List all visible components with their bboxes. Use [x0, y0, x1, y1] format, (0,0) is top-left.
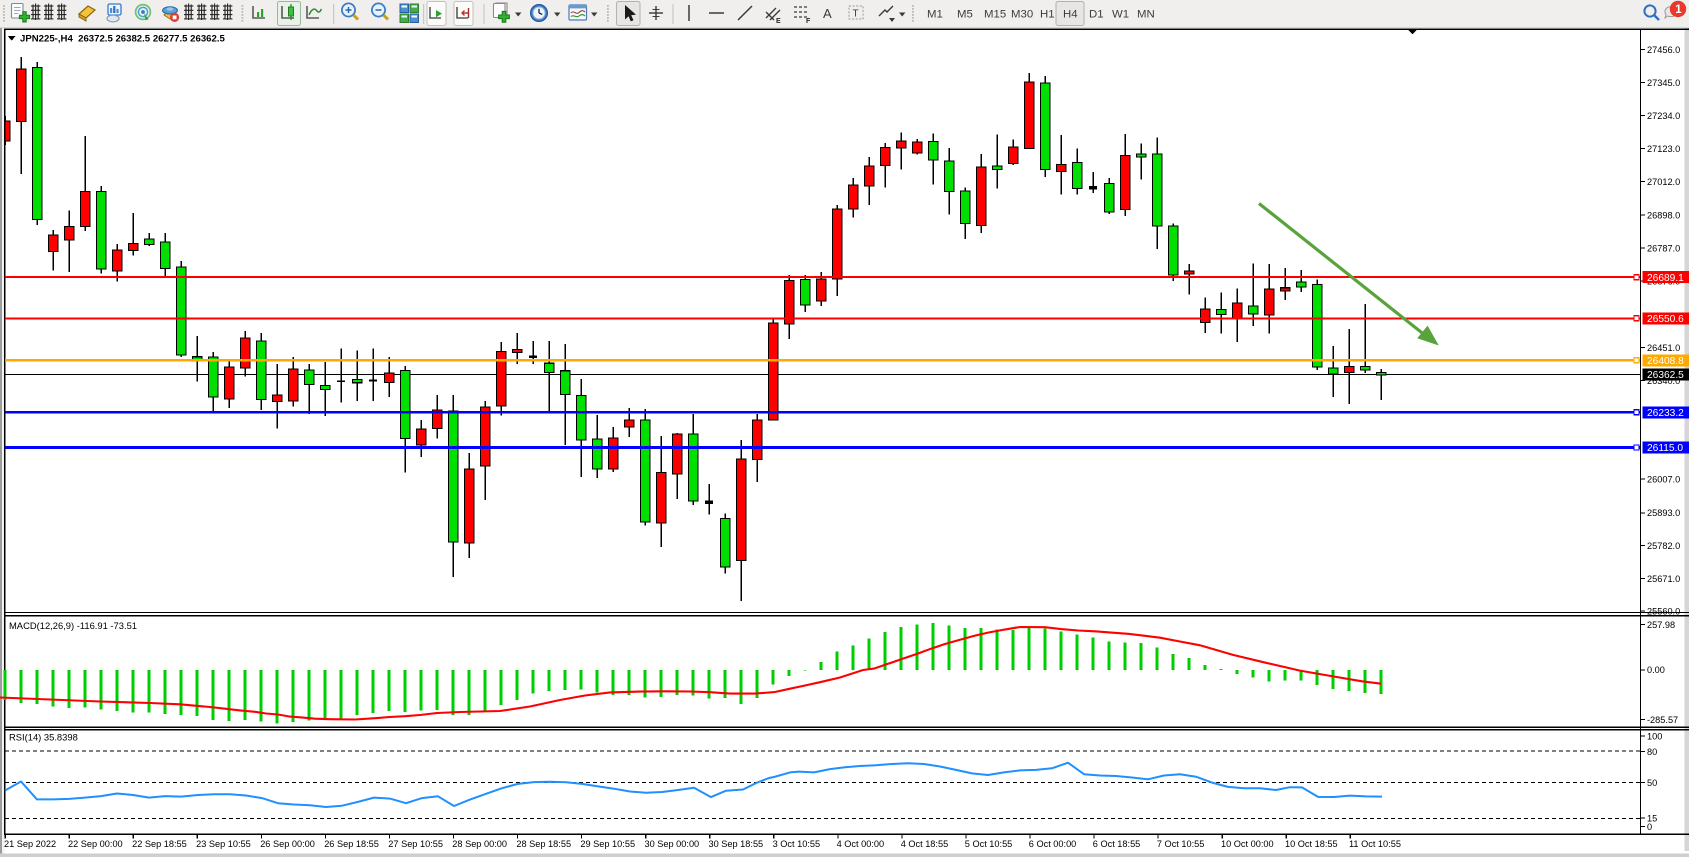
svg-text:6 Oct 18:55: 6 Oct 18:55	[1093, 839, 1141, 849]
svg-text:80: 80	[1647, 747, 1657, 757]
svg-text:M15: M15	[984, 9, 1006, 21]
svg-text:5 Oct 10:55: 5 Oct 10:55	[965, 839, 1013, 849]
svg-text:27456.0: 27456.0	[1647, 45, 1680, 55]
svg-text:26340.0: 26340.0	[1647, 376, 1680, 386]
svg-text:26550.6: 26550.6	[1647, 314, 1684, 325]
svg-text:10 Oct 18:55: 10 Oct 18:55	[1285, 839, 1338, 849]
svg-text:W1: W1	[1112, 9, 1129, 21]
svg-text:30 Sep 18:55: 30 Sep 18:55	[709, 839, 764, 849]
svg-text:10 Oct 00:00: 10 Oct 00:00	[1221, 839, 1274, 849]
svg-text:E: E	[776, 18, 781, 25]
svg-text:100: 100	[1647, 732, 1662, 742]
svg-text:4 Oct 18:55: 4 Oct 18:55	[901, 839, 949, 849]
svg-text:28 Sep 18:55: 28 Sep 18:55	[516, 839, 571, 849]
svg-text:27234.0: 27234.0	[1647, 111, 1680, 121]
svg-text:22 Sep 00:00: 22 Sep 00:00	[68, 839, 123, 849]
svg-text:RSI(14) 35.8398: RSI(14) 35.8398	[9, 732, 78, 743]
svg-text:21 Sep 2022: 21 Sep 2022	[4, 839, 56, 849]
svg-text:M5: M5	[957, 9, 973, 21]
svg-text:MACD(12,26,9) -116.91 -73.51: MACD(12,26,9) -116.91 -73.51	[9, 620, 137, 631]
svg-text:26787.0: 26787.0	[1647, 244, 1680, 254]
svg-text:25671.0: 25671.0	[1647, 574, 1680, 584]
svg-text:26408.8: 26408.8	[1647, 356, 1684, 367]
svg-text:257.98: 257.98	[1647, 620, 1675, 630]
svg-text:27 Sep 10:55: 27 Sep 10:55	[388, 839, 443, 849]
svg-text:26007.0: 26007.0	[1647, 474, 1680, 484]
svg-text:26233.2: 26233.2	[1647, 408, 1684, 419]
svg-text:27012.0: 27012.0	[1647, 177, 1680, 187]
svg-text:11 Oct 10:55: 11 Oct 10:55	[1349, 839, 1401, 849]
svg-text:MN: MN	[1137, 9, 1155, 21]
svg-text:4 Oct 00:00: 4 Oct 00:00	[837, 839, 885, 849]
svg-text:15: 15	[1647, 813, 1657, 823]
svg-text:H1: H1	[1040, 9, 1055, 21]
svg-text:28 Sep 00:00: 28 Sep 00:00	[452, 839, 507, 849]
svg-text:H4: H4	[1063, 9, 1078, 21]
svg-text:26689.1: 26689.1	[1647, 273, 1684, 284]
svg-text:M1: M1	[927, 9, 943, 21]
svg-text:7 Oct 10:55: 7 Oct 10:55	[1157, 839, 1205, 849]
svg-text:6 Oct 00:00: 6 Oct 00:00	[1029, 839, 1077, 849]
svg-text:50: 50	[1647, 778, 1657, 788]
svg-text:26898.0: 26898.0	[1647, 211, 1680, 221]
svg-text:3 Oct 10:55: 3 Oct 10:55	[773, 839, 821, 849]
svg-text:0: 0	[1647, 822, 1652, 832]
svg-text:F: F	[806, 18, 811, 25]
svg-text:27345.0: 27345.0	[1647, 78, 1680, 88]
svg-text:29 Sep 10:55: 29 Sep 10:55	[580, 839, 635, 849]
svg-text:26 Sep 00:00: 26 Sep 00:00	[260, 839, 315, 849]
svg-text:30 Sep 00:00: 30 Sep 00:00	[645, 839, 700, 849]
svg-text:1: 1	[1675, 4, 1682, 16]
svg-text:23 Sep 10:55: 23 Sep 10:55	[196, 839, 251, 849]
svg-text:25782.0: 25782.0	[1647, 541, 1680, 551]
svg-text:A: A	[823, 6, 832, 21]
svg-text:26115.0: 26115.0	[1647, 443, 1683, 454]
svg-text:0.00: 0.00	[1647, 665, 1665, 675]
svg-text:D1: D1	[1089, 9, 1104, 21]
svg-text:25560.0: 25560.0	[1647, 607, 1680, 617]
svg-text:M30: M30	[1011, 9, 1033, 21]
svg-text:26 Sep 18:55: 26 Sep 18:55	[324, 839, 379, 849]
svg-text:JPN225-,H4 26372.5 26382.5 26: JPN225-,H4 26372.5 26382.5 26277.5 26362…	[20, 33, 226, 44]
svg-text:-285.57: -285.57	[1647, 715, 1678, 725]
svg-text:25893.0: 25893.0	[1647, 508, 1680, 518]
svg-text:T: T	[853, 9, 859, 20]
svg-text:26451.0: 26451.0	[1647, 343, 1680, 353]
svg-text:26362.5: 26362.5	[1647, 370, 1684, 381]
svg-text:22 Sep 18:55: 22 Sep 18:55	[132, 839, 187, 849]
svg-text:27123.0: 27123.0	[1647, 144, 1680, 154]
